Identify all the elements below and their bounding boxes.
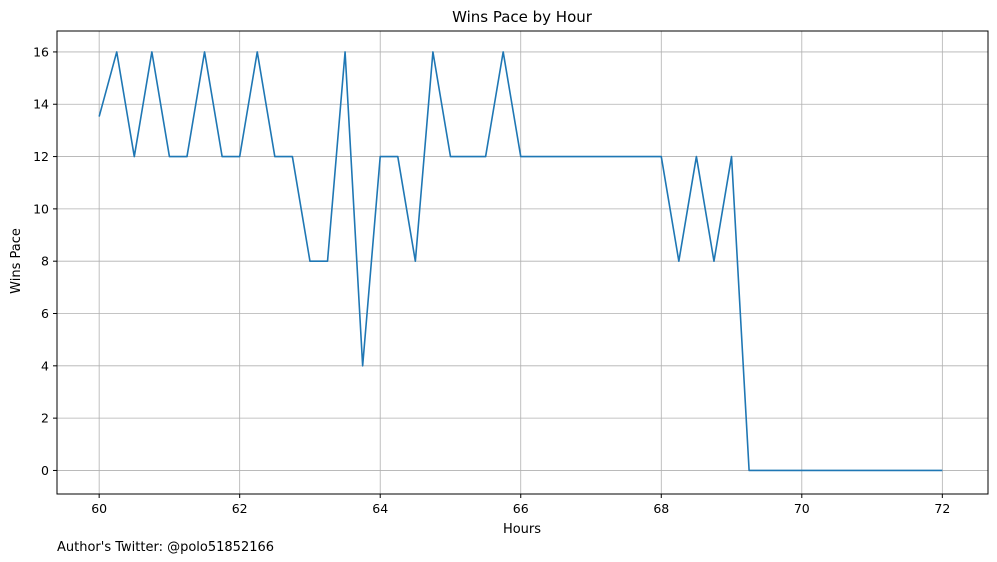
wins-pace-series-line [98,51,943,472]
y-tick-label: 16 [33,44,49,59]
x-tick-label: 60 [91,501,107,516]
y-axis-label: Wins Pace [9,228,24,294]
y-tick-label: 10 [33,201,49,216]
y-tick-label: 4 [41,358,49,373]
x-tick-label: 68 [653,501,669,516]
x-axis-ticks: 60 62 64 66 68 70 72 [91,494,950,516]
chart-title: Wins Pace by Hour [452,8,593,26]
y-axis-ticks: 0 2 4 6 8 10 12 14 16 [33,44,57,478]
x-tick-label: 70 [794,501,810,516]
y-tick-label: 0 [41,463,49,478]
y-tick-label: 14 [33,97,49,112]
y-tick-label: 8 [41,254,49,269]
y-tick-label: 6 [41,306,49,321]
x-tick-label: 66 [513,501,529,516]
x-tick-label: 72 [934,501,950,516]
x-tick-label: 62 [232,501,248,516]
x-axis-label: Hours [503,522,541,537]
series-layer [98,51,943,472]
y-tick-label: 12 [33,149,49,164]
y-tick-label: 2 [41,411,49,426]
plot-frame [56,30,989,495]
x-tick-label: 64 [372,501,388,516]
author-credit: Author's Twitter: @polo51852166 [57,540,274,555]
